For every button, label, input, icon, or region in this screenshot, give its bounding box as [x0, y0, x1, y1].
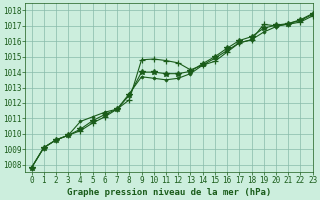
X-axis label: Graphe pression niveau de la mer (hPa): Graphe pression niveau de la mer (hPa)	[67, 188, 271, 197]
